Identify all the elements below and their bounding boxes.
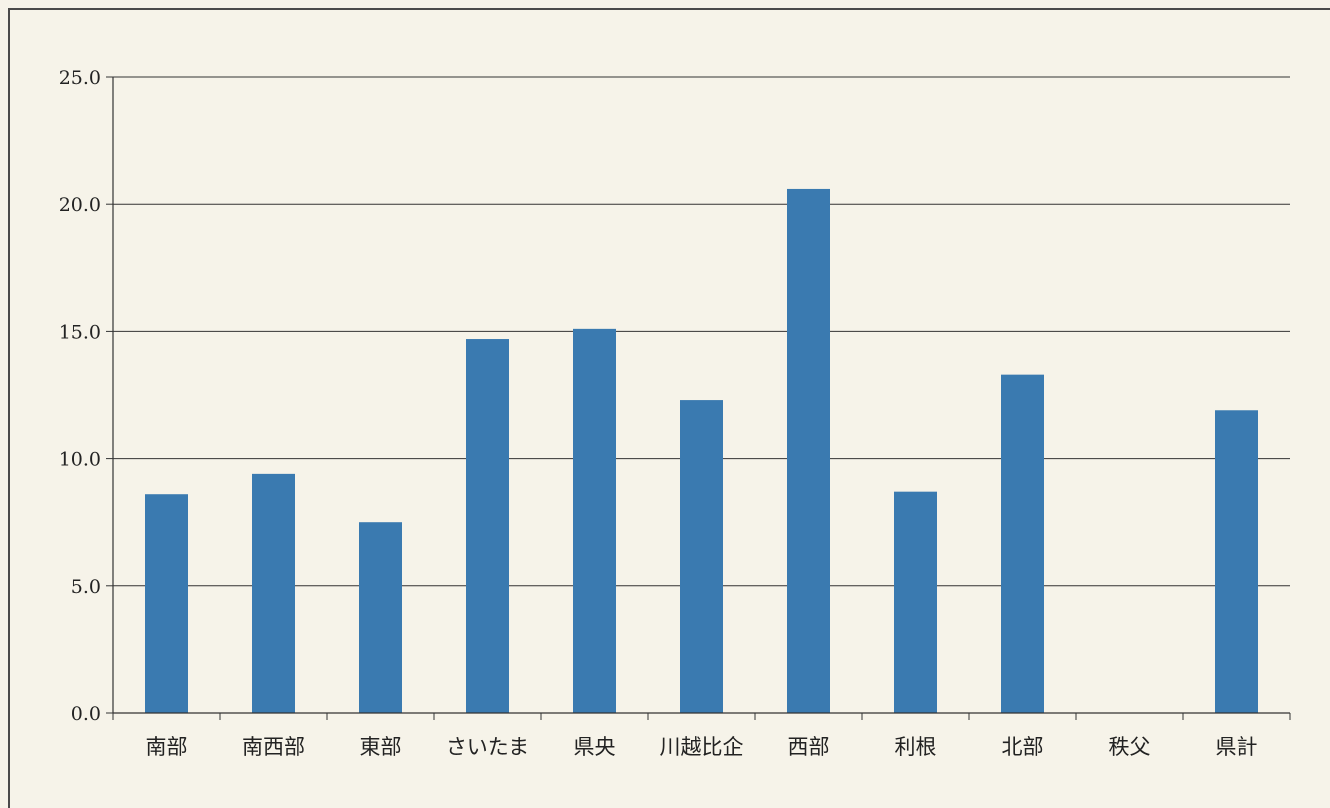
bar-chart: 0.0 5.0 10.0 15.0 20.0 25.0 南部 南西部 東部 さいたま 県央 川越比企 西… bbox=[59, 67, 1291, 759]
bar-南部 bbox=[145, 494, 188, 713]
x-tick-label-8: 北部 bbox=[1002, 735, 1044, 759]
x-tick-label-2: 東部 bbox=[360, 735, 402, 759]
bars bbox=[145, 188, 1258, 713]
x-tick-label-4: 県央 bbox=[574, 735, 616, 759]
x-tick-label-0: 南部 bbox=[146, 735, 188, 759]
bar-県央 bbox=[573, 328, 616, 713]
y-tick-label-4: 20.0 bbox=[59, 194, 101, 216]
y-tick-label-0: 0.0 bbox=[71, 703, 101, 725]
bar-川越比企 bbox=[680, 400, 723, 713]
y-tick-label-3: 15.0 bbox=[59, 321, 101, 343]
x-tick-label-10: 県計 bbox=[1216, 735, 1258, 759]
bar-西部 bbox=[787, 188, 830, 713]
y-tick-label-2: 10.0 bbox=[59, 449, 101, 471]
bar-南西部 bbox=[252, 473, 295, 713]
labels: 0.0 5.0 10.0 15.0 20.0 25.0 南部 南西部 東部 さいたま 県央 川越比企 西… bbox=[59, 67, 1258, 759]
bar-北部 bbox=[1001, 374, 1044, 713]
y-tick-label-5: 25.0 bbox=[59, 67, 101, 89]
x-tick-label-6: 西部 bbox=[788, 735, 830, 759]
axes bbox=[106, 76, 1291, 720]
x-tick-label-3: さいたま bbox=[446, 735, 529, 759]
x-tick-label-9: 秩父 bbox=[1109, 735, 1151, 759]
bar-利根 bbox=[894, 491, 937, 713]
x-tick-label-5: 川越比企 bbox=[660, 735, 744, 759]
bar-さいたま bbox=[466, 339, 509, 713]
bar-県計 bbox=[1215, 410, 1258, 713]
x-tick-label-7: 利根 bbox=[895, 735, 937, 759]
y-tick-label-1: 5.0 bbox=[71, 576, 101, 598]
chart-frame bbox=[8, 8, 1330, 808]
bar-東部 bbox=[359, 522, 402, 713]
x-tick-label-1: 南西部 bbox=[242, 735, 305, 759]
